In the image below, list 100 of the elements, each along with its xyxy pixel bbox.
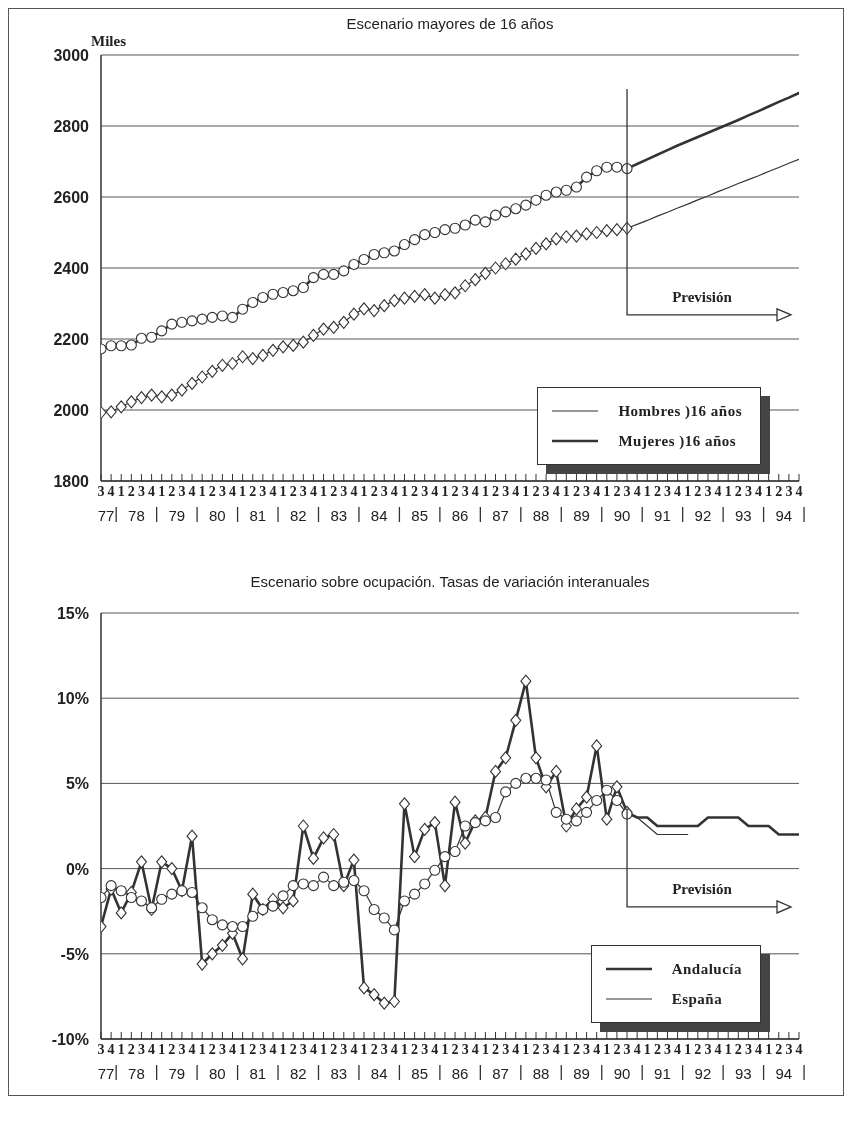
text: 79 [168, 1065, 186, 1082]
annotation: Previsión [671, 880, 733, 898]
x-tick-label: 1 [158, 1042, 166, 1057]
text: 78 [128, 1065, 145, 1082]
x-tick-label: 4 [714, 1042, 722, 1057]
x-tick-label: 3 [97, 1042, 105, 1057]
x-tick-label: 3 [583, 1042, 591, 1057]
x-tick-label: 3 [461, 1042, 469, 1057]
x-tick-label: 1 [603, 484, 611, 499]
x-tick-label: 2 [734, 484, 742, 499]
x-tick-label: 2 [249, 1042, 257, 1057]
text: 79 [168, 507, 186, 524]
x-tick-label: 2 [168, 484, 176, 499]
x-tick-label: 3 [623, 484, 631, 499]
x-tick-label: 3 [178, 484, 186, 499]
x-tick-label: 4 [755, 484, 763, 499]
x-tick-label: 4 [593, 1042, 601, 1057]
legend-label: Andalucía [671, 960, 742, 978]
x-tick-label: 4 [593, 484, 601, 499]
x-tick-label: 4 [471, 484, 479, 499]
x-tick-label: 4 [188, 1042, 196, 1057]
text: 89 [573, 507, 590, 524]
text: 81 [249, 507, 267, 524]
text: 82 [289, 507, 307, 524]
x-tick-label: 3 [744, 484, 752, 499]
x-tick-label: 4 [795, 1042, 803, 1057]
x-tick-label: 2 [451, 484, 459, 499]
x-tick-label: 3 [744, 1042, 752, 1057]
x-tick-label: 3 [663, 484, 671, 499]
x-tick-label: 2 [653, 1042, 661, 1057]
text: 88 [532, 1065, 550, 1082]
x-tick-label: 1 [765, 484, 773, 499]
x-tick-label: 2 [370, 1042, 378, 1057]
x-tick-label: 2 [289, 1042, 297, 1057]
x-tick-label: 3 [137, 1042, 145, 1057]
y-tick-label: 3000 [53, 47, 90, 64]
x-tick-label: 4 [148, 1042, 156, 1057]
x-tick-label: 3 [178, 1042, 186, 1057]
text: 77 [97, 507, 115, 524]
y-tick-label: 10% [56, 690, 89, 708]
text: 92 [694, 1065, 712, 1082]
x-tick-label: 1 [279, 1042, 287, 1057]
x-tick-label: 2 [492, 484, 500, 499]
x-tick-label: 4 [795, 484, 803, 499]
x-tick-label: 1 [360, 1042, 368, 1057]
x-tick-label: 2 [572, 1042, 580, 1057]
x-tick-label: 4 [674, 484, 682, 499]
x-tick-label: 3 [785, 484, 793, 499]
x-tick-label: 4 [229, 484, 237, 499]
x-tick-label: 3 [340, 484, 348, 499]
x-tick-label: 1 [724, 1042, 732, 1057]
text: 91 [654, 507, 671, 524]
x-tick-label: 1 [441, 1042, 449, 1057]
y-tick-label: 1800 [53, 473, 90, 490]
x-tick-label: 4 [107, 1042, 115, 1057]
x-tick-label: 1 [239, 1042, 247, 1057]
x-tick-label: 1 [239, 484, 247, 499]
y-tick-label: -10% [51, 1031, 89, 1048]
x-tick-label: 1 [481, 484, 489, 499]
x-tick-label: 1 [400, 484, 408, 499]
text: 81 [249, 1065, 267, 1082]
x-tick-label: 4 [188, 484, 196, 499]
x-tick-label: 4 [633, 484, 641, 499]
y-tick-label: 5% [65, 775, 89, 793]
text: 77 [97, 1065, 115, 1082]
x-tick-label: 1 [562, 484, 570, 499]
x-tick-label: 4 [471, 1042, 479, 1057]
text: 84 [370, 507, 388, 524]
text: 94 [775, 507, 793, 524]
x-tick-label: 2 [208, 1042, 216, 1057]
text: 91 [654, 1065, 671, 1082]
legend-label: Mujeres )16 años [618, 432, 737, 450]
text: 84 [370, 1065, 388, 1082]
x-tick-label: 4 [269, 1042, 277, 1057]
x-tick-label: 1 [643, 484, 651, 499]
x-tick-label: 1 [643, 1042, 651, 1057]
x-tick-label: 4 [350, 1042, 358, 1057]
legend-label: España [671, 990, 723, 1008]
y-tick-label: 2600 [53, 189, 90, 206]
x-tick-label: 2 [775, 484, 783, 499]
x-tick-label: 2 [694, 1042, 702, 1057]
x-tick-label: 1 [522, 1042, 530, 1057]
text: 86 [451, 1065, 469, 1082]
x-tick-label: 4 [512, 1042, 520, 1057]
x-tick-label: 4 [552, 1042, 560, 1057]
x-tick-label: 2 [613, 1042, 621, 1057]
text: 82 [289, 1065, 307, 1082]
x-tick-label: 1 [724, 484, 732, 499]
y-axis-title: Miles [91, 33, 126, 50]
x-tick-label: 3 [502, 1042, 510, 1057]
x-tick-label: 3 [421, 1042, 429, 1057]
text: 87 [492, 1065, 509, 1082]
y-tick-label: 2000 [53, 402, 90, 419]
legend-label: Hombres )16 años [618, 402, 742, 420]
x-tick-label: 2 [492, 1042, 500, 1057]
x-tick-label: 2 [127, 1042, 135, 1057]
x-tick-label: 1 [117, 1042, 125, 1057]
x-tick-label: 3 [259, 1042, 267, 1057]
x-tick-label: 1 [522, 484, 530, 499]
x-tick-label: 3 [299, 1042, 307, 1057]
